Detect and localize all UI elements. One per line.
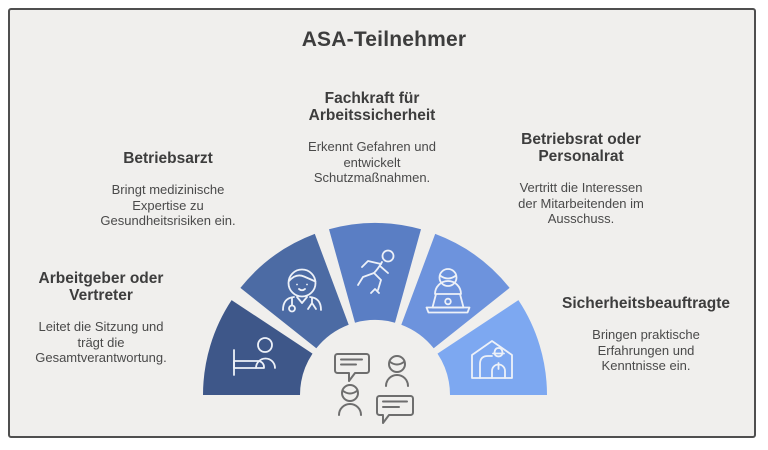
diagram-panel (8, 8, 756, 438)
label-block-sicherheitsbeauftragte: Sicherheitsbeauftragte Bringen praktisch… (540, 295, 752, 374)
doctor-icon (282, 268, 322, 313)
participant-description: Erkennt Gefahren und entwickelt Schutzma… (308, 139, 436, 185)
segment-betriebsrat (401, 233, 510, 349)
label-block-betriebsarzt: Betriebsarzt Bringt medizinische Experti… (76, 150, 260, 229)
label-block-betriebsrat: Betriebsrat oder Personalrat Vertritt di… (486, 131, 676, 227)
security-guard-house-icon (471, 340, 513, 379)
participant-heading: Fachkraft für Arbeitssicherheit (308, 90, 436, 124)
label-block-arbeitgeber: Arbeitgeber oder Vertreter Leitet die Si… (12, 270, 190, 366)
segment-betriebsarzt (240, 233, 349, 349)
person-at-lectern-icon (233, 337, 276, 376)
participant-heading: Betriebsrat oder Personalrat (521, 131, 641, 165)
participant-description: Bringen praktische Erfahrungen und Kennt… (592, 327, 700, 373)
participant-description: Leitet die Sitzung und trägt die Gesamtv… (35, 319, 167, 365)
page-title: ASA-Teilnehmer (301, 28, 467, 51)
segment-sicherheitsbeauftragte (437, 300, 547, 395)
participant-description: Bringt medizinische Expertise zu Gesundh… (100, 182, 236, 228)
participant-heading: Arbeitgeber oder Vertreter (38, 270, 164, 304)
discussion-group-icon (334, 353, 414, 424)
person-at-laptop-icon (425, 268, 471, 314)
running-person-icon (357, 249, 395, 294)
participant-heading: Sicherheitsbeauftragte (562, 295, 730, 312)
participant-heading: Betriebsarzt (123, 150, 213, 167)
label-block-fachkraft: Fachkraft für Arbeitssicherheit Erkennt … (272, 90, 472, 186)
participant-description: Vertritt die Interessen der Mitarbeitend… (518, 180, 644, 226)
